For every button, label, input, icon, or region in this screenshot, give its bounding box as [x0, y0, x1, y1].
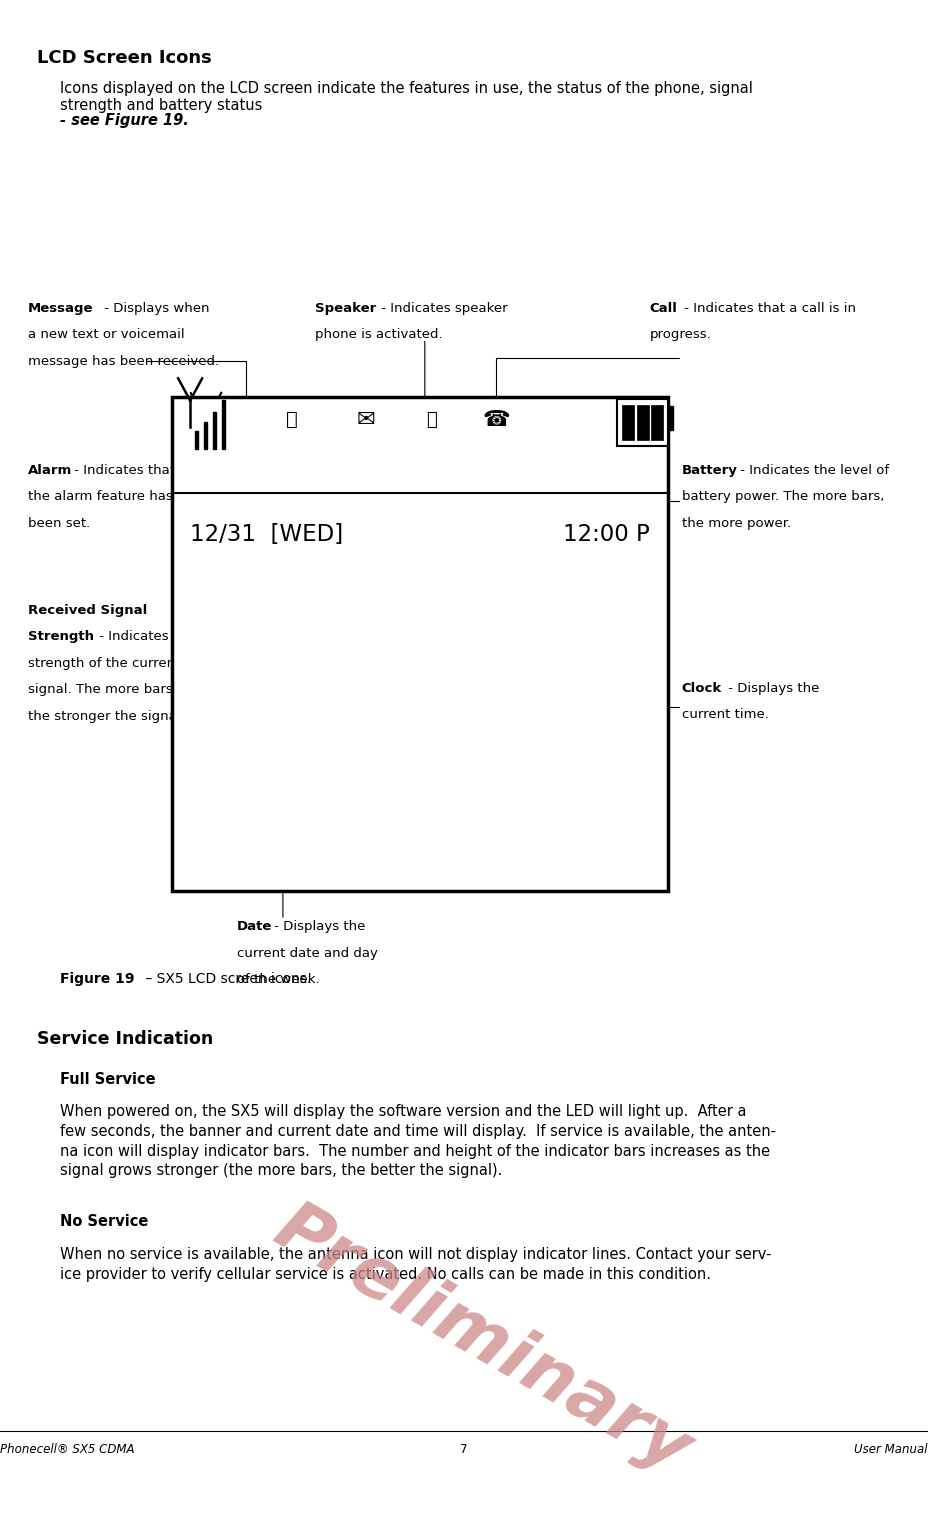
Text: ✉: ✉ [357, 410, 375, 430]
Text: - Indicates the level of: - Indicates the level of [736, 463, 888, 477]
Text: - Displays when: - Displays when [100, 301, 209, 315]
Text: - Indicates that a call is in: - Indicates that a call is in [679, 301, 855, 315]
Bar [222, 400, 226, 450]
Bar [171, 398, 667, 890]
Text: Speaker: Speaker [315, 301, 376, 315]
Bar [212, 412, 216, 450]
Text: the alarm feature has: the alarm feature has [28, 491, 172, 503]
Text: – SX5 LCD screen icons.: – SX5 LCD screen icons. [141, 972, 311, 986]
Text: - Displays the: - Displays the [724, 681, 819, 695]
Text: - Indicates that: - Indicates that [70, 463, 175, 477]
Bar [667, 406, 673, 430]
Bar [204, 422, 207, 450]
Text: current date and day: current date and day [236, 946, 377, 960]
Text: Date: Date [236, 921, 271, 933]
Bar [616, 400, 667, 447]
Text: Call: Call [648, 301, 677, 315]
Text: - see Figure 19.: - see Figure 19. [60, 114, 188, 129]
Text: a new text or voicemail: a new text or voicemail [28, 329, 185, 341]
Bar [651, 404, 663, 441]
Text: Alarm: Alarm [28, 463, 72, 477]
Bar [622, 404, 633, 441]
Text: progress.: progress. [648, 329, 710, 341]
Text: ☎: ☎ [482, 410, 509, 430]
Text: Phonecell® SX5 CDMA: Phonecell® SX5 CDMA [0, 1443, 134, 1455]
Text: the stronger the signal.: the stronger the signal. [28, 710, 185, 722]
Text: Received Signal: Received Signal [28, 604, 147, 616]
Text: the more power.: the more power. [681, 516, 790, 530]
Text: of the week.: of the week. [236, 974, 319, 986]
Text: current time.: current time. [681, 709, 768, 721]
Text: No Service: No Service [60, 1214, 149, 1229]
Text: Message: Message [28, 301, 93, 315]
Text: Service Indication: Service Indication [37, 1031, 213, 1049]
Text: Preliminary: Preliminary [262, 1193, 702, 1487]
Text: 12:00 P: 12:00 P [562, 522, 648, 545]
Text: Icons displayed on the LCD screen indicate the features in use, the status of th: Icons displayed on the LCD screen indica… [60, 80, 752, 114]
Text: 🔈: 🔈 [426, 410, 436, 428]
Text: message has been received.: message has been received. [28, 354, 219, 368]
Text: - Indicates speaker: - Indicates speaker [376, 301, 506, 315]
Text: 12/31  [WED]: 12/31 [WED] [190, 522, 343, 545]
Text: - Displays the: - Displays the [269, 921, 365, 933]
Text: When powered on, the SX5 will display the software version and the LED will ligh: When powered on, the SX5 will display th… [60, 1104, 776, 1178]
Text: Battery: Battery [681, 463, 737, 477]
Text: 🔒: 🔒 [286, 410, 298, 428]
Text: strength of the current: strength of the current [28, 657, 180, 669]
Text: •: • [188, 428, 195, 441]
Text: signal. The more bars,: signal. The more bars, [28, 683, 176, 696]
Text: Figure 19: Figure 19 [60, 972, 134, 986]
Text: phone is activated.: phone is activated. [315, 329, 443, 341]
Text: been set.: been set. [28, 516, 90, 530]
Text: LCD Screen Icons: LCD Screen Icons [37, 48, 211, 67]
Bar [636, 404, 648, 441]
Bar [194, 431, 198, 450]
Text: Strength: Strength [28, 630, 93, 643]
Text: User Manual: User Manual [853, 1443, 926, 1455]
Text: - Indicates the: - Indicates the [94, 630, 194, 643]
Text: Full Service: Full Service [60, 1072, 156, 1087]
Text: 7: 7 [460, 1443, 467, 1455]
Text: battery power. The more bars,: battery power. The more bars, [681, 491, 883, 503]
Text: When no service is available, the antenna icon will not display indicator lines.: When no service is available, the antenn… [60, 1248, 771, 1282]
Text: Clock: Clock [681, 681, 722, 695]
